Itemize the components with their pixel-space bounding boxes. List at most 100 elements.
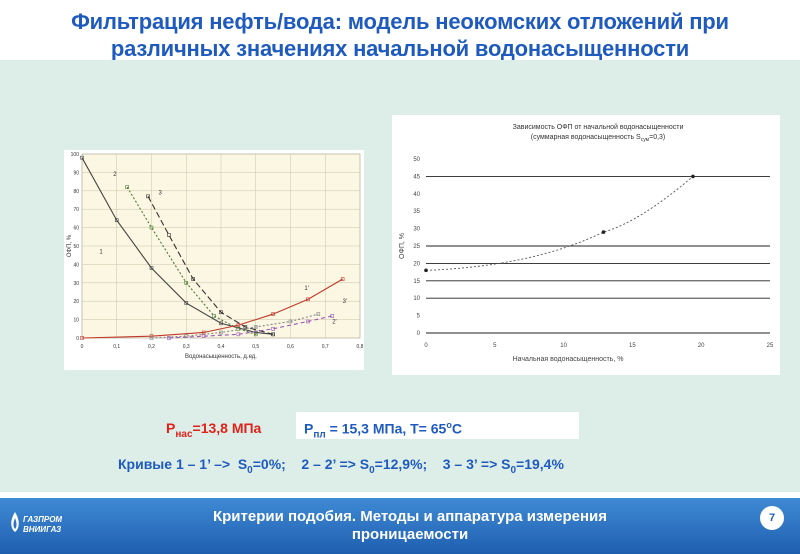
footer-line-1: Критерии подобия. Методы и аппаратура из… xyxy=(212,508,608,525)
x-axis-label: Начальная водонасыщенность, % xyxy=(513,356,624,363)
data-point xyxy=(691,174,695,179)
x-tick-label: 0,7 xyxy=(322,344,329,350)
x-tick-label: 25 xyxy=(767,343,774,349)
footer-line-2: проницаемости xyxy=(351,526,469,543)
title-line-2: различных значениях начальной водонасыще… xyxy=(110,36,690,61)
data-point xyxy=(191,277,195,281)
y-tick-label: 45 xyxy=(413,174,420,180)
data-point xyxy=(167,336,171,340)
curves-1: Кривые 1 – 1’ –> S xyxy=(118,456,248,472)
x-tick-label: 0,2 xyxy=(148,344,155,350)
title-line-1: Фильтрация нефть/вода: модель неокомских… xyxy=(71,9,729,34)
data-point xyxy=(271,332,275,337)
data-point xyxy=(80,336,84,340)
data-point xyxy=(114,218,119,223)
y-tick-label: 15 xyxy=(413,279,420,285)
data-point xyxy=(219,330,223,335)
data-point xyxy=(253,325,258,329)
data-point xyxy=(330,314,335,318)
y-tick-label: 35 xyxy=(413,209,420,215)
data-point xyxy=(146,194,150,199)
y-tick-label: 50 xyxy=(413,157,420,163)
ppl-sub: пл xyxy=(313,429,326,441)
y-tick-label: 100 xyxy=(71,152,80,158)
subtitle-sub: сум xyxy=(641,137,650,143)
footer-caption: Критерии подобия. Методы и аппаратура из… xyxy=(150,508,670,544)
curve-label: 3' xyxy=(343,299,347,305)
series-line xyxy=(81,278,343,339)
x-tick-label: 15 xyxy=(629,343,636,349)
series-line xyxy=(168,315,333,339)
footer-bar xyxy=(0,498,800,554)
x-tick-label: 0 xyxy=(81,344,84,350)
series-line xyxy=(81,157,274,335)
data-point xyxy=(184,281,189,285)
x-tick-label: 0,3 xyxy=(183,344,190,350)
data-point xyxy=(212,314,216,318)
y-tick-label: 90 xyxy=(73,170,79,176)
y-axis-label: ОФП, % xyxy=(67,234,73,257)
y-tick-label: 60 xyxy=(73,226,79,232)
y-tick-label: 10 xyxy=(413,296,420,302)
curve-label: 2' xyxy=(332,319,336,325)
y-tick-label: 30 xyxy=(73,281,79,287)
data-point xyxy=(306,319,310,324)
x-tick-label: 20 xyxy=(698,343,705,349)
x-tick-label: 0 xyxy=(424,343,428,349)
data-point xyxy=(219,310,223,315)
pnas-prefix: P xyxy=(166,420,176,436)
subtitle-tail: =0,3) xyxy=(649,134,665,141)
left-chart: 0 0,1 0,2 0,3 0,4 0,5 0,6 0,7 0,8 0 10 20 30 40 50 60 70… xyxy=(64,150,364,370)
left-chart-svg: 0 0,1 0,2 0,3 0,4 0,5 0,6 0,7 0,8 0 10 20 30 40 50 60 70… xyxy=(67,152,364,360)
gazprom-logo: ГАЗПРОМ ВНИИГАЗ xyxy=(11,512,62,534)
x-tick-label: 5 xyxy=(493,343,497,349)
data-point xyxy=(306,297,310,302)
data-point xyxy=(271,327,275,331)
x-tick-label: 0,6 xyxy=(287,344,294,350)
ppl-prefix: P xyxy=(304,420,314,437)
series-line xyxy=(147,196,274,335)
pnas-label: Pнас=13,8 МПа xyxy=(166,420,261,440)
data-point xyxy=(424,268,428,273)
x-tick-label: 0,5 xyxy=(252,344,259,350)
curves-3-val: =19,4% xyxy=(516,456,564,472)
curves-2-sub: 0 xyxy=(369,464,375,476)
data-point xyxy=(184,334,189,338)
y-tick-label: 70 xyxy=(73,207,79,213)
data-point xyxy=(243,325,248,329)
data-point xyxy=(125,185,129,189)
x-tick-label: 10 xyxy=(560,343,567,349)
curves-1-sub: 0 xyxy=(247,464,253,476)
curve-label: 1 xyxy=(99,249,103,255)
data-point xyxy=(219,321,223,326)
chart-subtitle: (суммарная водонасыщенность Sсум=0,3) xyxy=(531,134,666,143)
y-tick-label: 20 xyxy=(413,261,420,267)
series-line xyxy=(425,176,694,271)
data-point xyxy=(601,230,606,234)
curves-3: =12,9%; 3 – 3’ => S xyxy=(374,456,511,472)
data-point xyxy=(80,155,84,160)
ppl-value: = 15,3 МПа, T= 65 xyxy=(325,420,447,437)
ppl-deg: o xyxy=(446,420,452,430)
right-chart: Зависимость ОФП от начальной водонасыщен… xyxy=(392,115,780,375)
y-tick-label: 0 xyxy=(417,331,421,337)
logo-text-2: ВНИИГАЗ xyxy=(23,525,61,534)
pnas-sub: нас xyxy=(175,428,193,440)
y-tick-label: 5 xyxy=(417,314,421,320)
data-point xyxy=(236,323,241,327)
data-point xyxy=(149,266,154,270)
x-tick-label: 0,4 xyxy=(218,344,225,350)
y-tick-label: 40 xyxy=(413,192,420,198)
x-axis-label: Водонасыщенность, д.ед. xyxy=(185,354,257,360)
data-point xyxy=(236,327,241,331)
pnas-value: =13,8 МПа xyxy=(192,420,262,436)
data-point xyxy=(288,319,293,324)
subtitle-main: (суммарная водонасыщенность S xyxy=(531,134,641,141)
logo-text-1: ГАЗПРОМ xyxy=(23,515,62,524)
data-point xyxy=(184,301,189,305)
y-tick-label: 30 xyxy=(413,227,420,233)
right-chart-svg: Зависимость ОФП от начальной водонасыщен… xyxy=(399,123,774,363)
chart-title: Зависимость ОФП от начальной водонасыщен… xyxy=(513,123,684,131)
curves-2: =0%; 2 – 2’ => S xyxy=(252,456,370,472)
y-axis-label: ОФП, % xyxy=(399,233,406,259)
